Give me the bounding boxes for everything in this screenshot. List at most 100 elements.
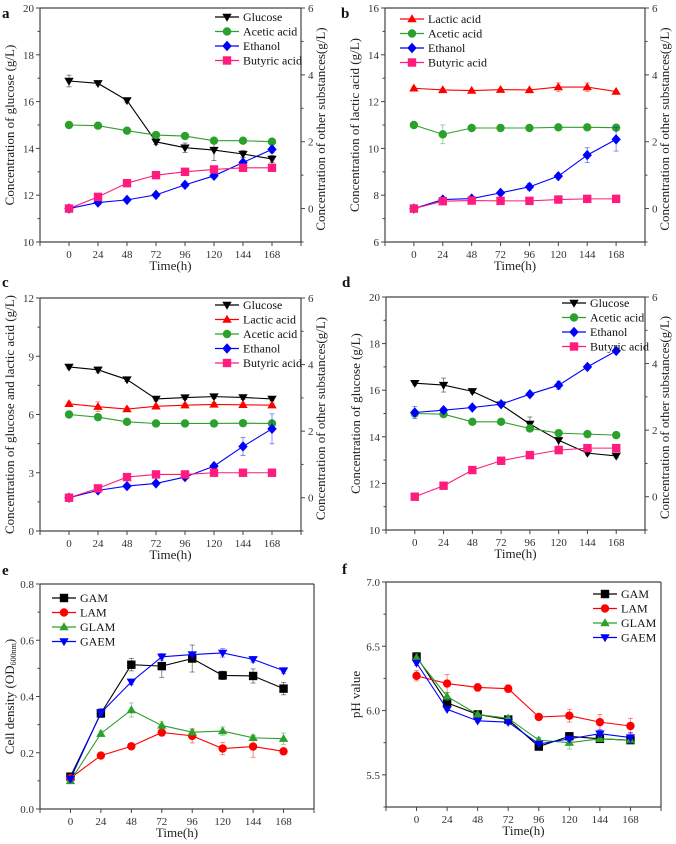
data-point xyxy=(564,735,575,744)
data-point xyxy=(64,410,74,419)
y-tick-label: 5.5 xyxy=(366,770,380,782)
data-point xyxy=(187,727,197,736)
data-point xyxy=(473,683,482,692)
data-point xyxy=(525,450,535,460)
panel-letter: f xyxy=(342,562,348,578)
series-butyric-acid xyxy=(410,443,621,501)
data-point xyxy=(438,404,449,416)
series-glucose xyxy=(64,363,277,404)
y-tick-label: 10 xyxy=(23,237,35,249)
series-lactic-acid xyxy=(409,82,621,95)
x-axis-title: Time(h) xyxy=(502,823,544,838)
series-line xyxy=(70,731,284,779)
legend-marker xyxy=(569,313,579,322)
x-tick-label: 168 xyxy=(608,249,625,261)
data-point xyxy=(472,717,483,726)
data-point xyxy=(180,167,190,176)
series-line xyxy=(416,657,631,744)
data-point xyxy=(625,734,636,743)
x-tick-label: 48 xyxy=(467,537,479,549)
data-point xyxy=(238,418,248,428)
series-butyric-acid xyxy=(409,194,621,213)
x-tick-label: 96 xyxy=(524,249,536,261)
series-butyric-acid xyxy=(64,163,277,213)
data-point xyxy=(238,394,248,403)
y-tick-label: 10 xyxy=(369,525,381,537)
x-tick-label: 168 xyxy=(275,816,292,828)
data-point xyxy=(157,661,166,671)
data-point xyxy=(93,366,103,375)
y-tick-label: 7.0 xyxy=(366,577,380,589)
y2-tick-label: 0 xyxy=(652,492,658,504)
legend-marker xyxy=(407,58,417,67)
data-point xyxy=(180,470,190,479)
y-axis-title: Concentration of glucose (g/L) xyxy=(348,333,363,494)
data-point xyxy=(583,429,592,439)
data-point xyxy=(267,400,277,409)
legend-marker xyxy=(600,618,610,627)
x-tick-label: 48 xyxy=(466,249,478,261)
chart-panel-c: c0 24 48 72 96 120 144 168Time(h)036912Concentr… xyxy=(2,275,328,562)
y2-tick-label: 4 xyxy=(308,360,314,372)
y2-tick-label: 0 xyxy=(652,204,658,216)
series-line xyxy=(68,472,272,499)
data-point xyxy=(217,726,228,735)
data-point xyxy=(93,80,103,89)
legend-marker xyxy=(569,299,579,308)
data-point xyxy=(238,468,248,477)
data-point xyxy=(409,83,419,92)
y2-tick-label: 2 xyxy=(652,137,658,149)
data-point xyxy=(468,465,477,475)
x-tick-label: 24 xyxy=(93,249,105,261)
data-point xyxy=(595,730,605,739)
legend-marker xyxy=(222,13,232,22)
y2-tick-label: 6 xyxy=(652,292,658,304)
data-point xyxy=(151,138,161,147)
legend-label: Glucose xyxy=(590,296,629,310)
series-line xyxy=(413,86,617,93)
panel-letter: b xyxy=(341,6,349,22)
legend-marker xyxy=(600,589,610,599)
data-point xyxy=(496,456,506,465)
data-point xyxy=(180,419,190,428)
y-tick-label: 20 xyxy=(369,292,381,304)
data-point xyxy=(554,428,563,438)
data-point xyxy=(565,711,574,720)
x-tick-label: 0 xyxy=(412,537,418,549)
x-tick-label: 96 xyxy=(180,538,192,550)
y-tick-label: 6.0 xyxy=(366,706,380,718)
x-tick-label: 72 xyxy=(151,249,162,261)
data-point xyxy=(553,170,564,182)
legend-marker xyxy=(222,314,232,323)
x-tick-label: 120 xyxy=(206,538,223,550)
data-point xyxy=(496,398,506,410)
x-tick-label: 120 xyxy=(206,249,223,261)
data-point xyxy=(122,404,132,413)
data-point xyxy=(151,470,161,479)
data-point xyxy=(279,747,288,756)
y-axis-title: pH value xyxy=(348,671,363,719)
series-lactic-acid xyxy=(64,399,277,413)
data-point xyxy=(65,775,76,784)
data-point xyxy=(612,430,621,440)
x-tick-label: 120 xyxy=(550,249,567,261)
x-tick-label: 0 xyxy=(411,249,417,261)
legend-marker xyxy=(222,358,232,368)
x-tick-label: 0 xyxy=(414,814,420,826)
data-point xyxy=(96,728,106,737)
data-point xyxy=(611,134,621,145)
data-point xyxy=(209,170,219,182)
data-point xyxy=(442,679,452,688)
data-point xyxy=(496,417,506,427)
x-tick-label: 96 xyxy=(533,814,545,826)
data-point xyxy=(611,345,621,357)
y-axis-title: Concentration of glucose (g/L) xyxy=(2,45,17,206)
data-point xyxy=(467,196,476,205)
y-tick-label: 16 xyxy=(368,3,380,15)
data-point xyxy=(209,419,219,428)
legend-marker xyxy=(407,29,417,38)
series-line xyxy=(413,198,617,210)
